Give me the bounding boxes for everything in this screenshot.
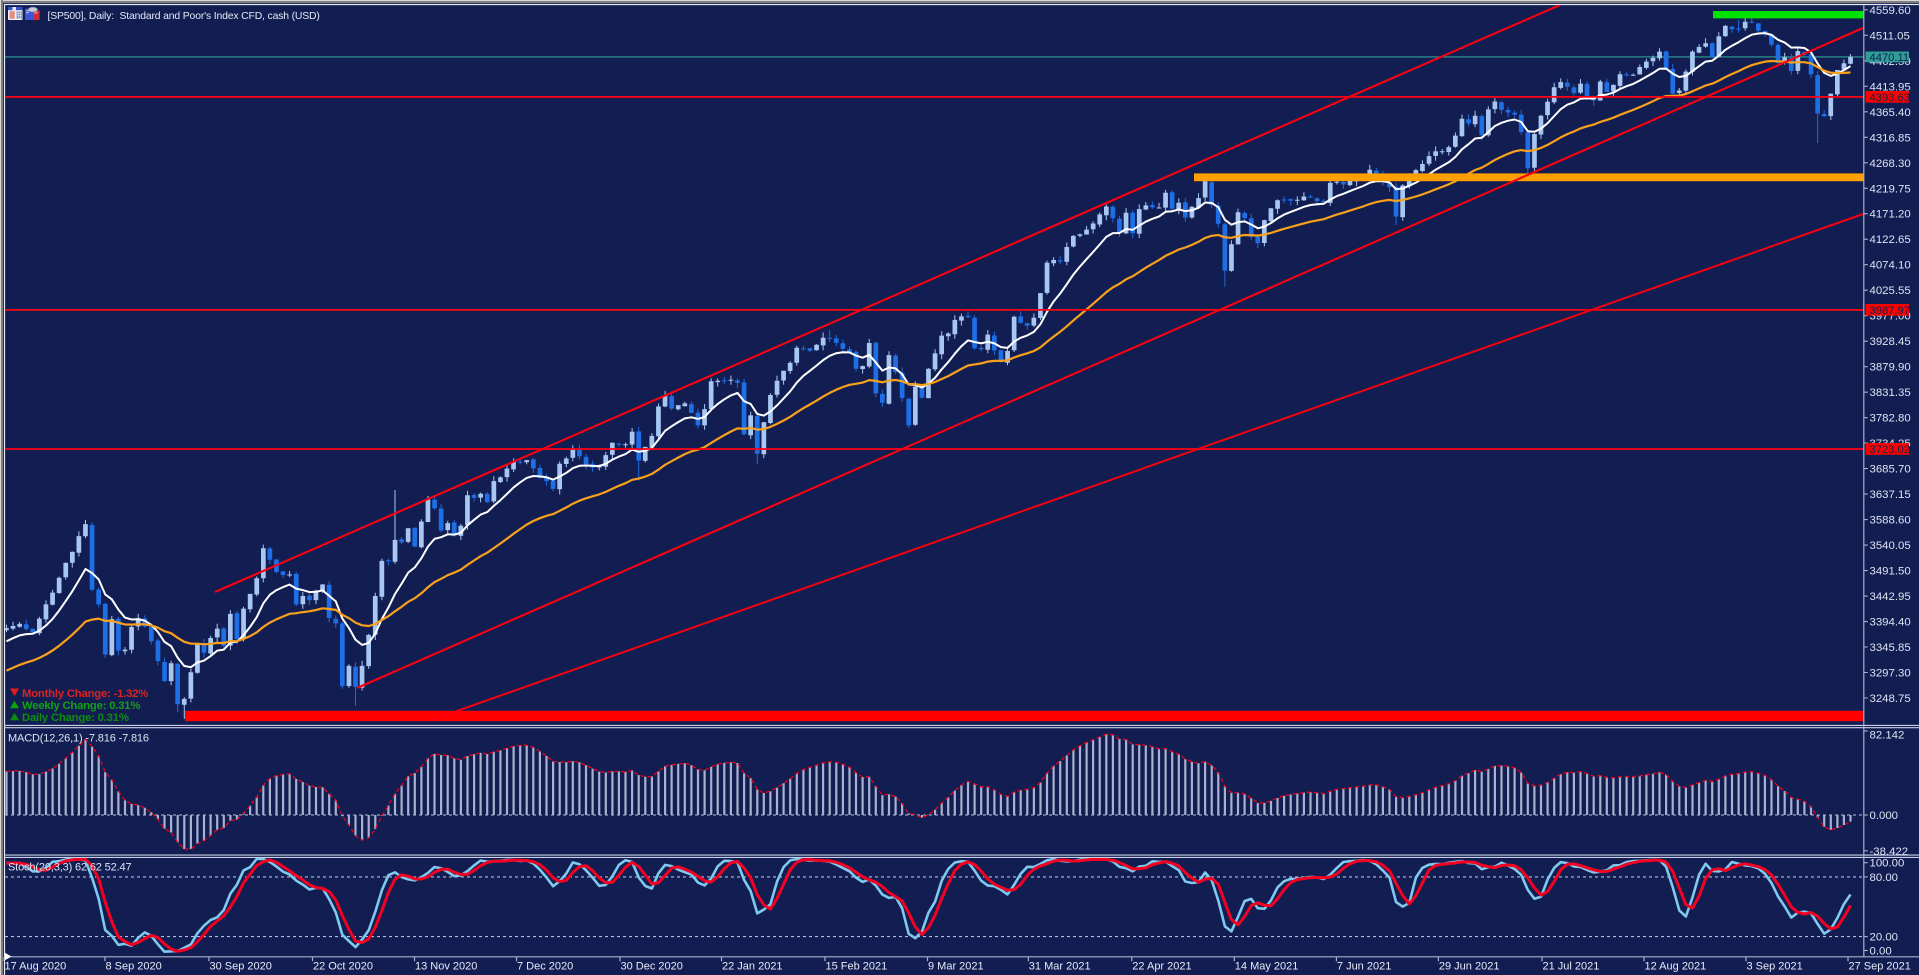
svg-text:4219.75: 4219.75: [1870, 183, 1911, 195]
svg-text:3248.75: 3248.75: [1870, 693, 1911, 705]
svg-text:4511.05: 4511.05: [1870, 30, 1910, 42]
svg-text:21 Jul 2021: 21 Jul 2021: [1543, 961, 1600, 973]
svg-text:3491.50: 3491.50: [1870, 566, 1911, 578]
svg-text:29 Jun 2021: 29 Jun 2021: [1439, 961, 1500, 973]
svg-text:100.00: 100.00: [1870, 858, 1905, 870]
svg-text:13 Nov 2020: 13 Nov 2020: [415, 961, 477, 973]
svg-text:0.00: 0.00: [1870, 946, 1892, 958]
svg-text:3879.90: 3879.90: [1870, 362, 1911, 374]
svg-text:4365.40: 4365.40: [1870, 107, 1911, 119]
svg-text:22 Jan 2021: 22 Jan 2021: [722, 961, 783, 973]
svg-text:17 Aug 2020: 17 Aug 2020: [5, 961, 67, 973]
svg-text:3 Sep 2021: 3 Sep 2021: [1747, 961, 1803, 973]
svg-text:Monthly Change: -1.32%: Monthly Change: -1.32%: [22, 688, 148, 700]
svg-text:4559.60: 4559.60: [1870, 5, 1911, 17]
svg-text:3588.60: 3588.60: [1870, 515, 1911, 527]
svg-text:3782.80: 3782.80: [1870, 413, 1911, 425]
svg-text:4025.55: 4025.55: [1870, 285, 1911, 297]
svg-text:Weekly Change: 0.31%: Weekly Change: 0.31%: [22, 700, 140, 712]
svg-text:4122.65: 4122.65: [1870, 234, 1911, 246]
svg-text:3540.05: 3540.05: [1870, 540, 1911, 552]
svg-text:4171.20: 4171.20: [1870, 209, 1911, 221]
svg-text:3987.97: 3987.97: [1870, 305, 1910, 317]
svg-text:31 Mar 2021: 31 Mar 2021: [1029, 961, 1091, 973]
svg-text:Stoch(20,3,3) 62.62 52.47: Stoch(20,3,3) 62.62 52.47: [8, 862, 131, 874]
svg-text:3637.15: 3637.15: [1870, 489, 1911, 501]
svg-text:3297.30: 3297.30: [1870, 668, 1911, 680]
svg-text:3723.02: 3723.02: [1870, 444, 1910, 456]
svg-text:3685.70: 3685.70: [1870, 464, 1911, 476]
svg-text:9 Mar 2021: 9 Mar 2021: [928, 961, 984, 973]
svg-text:4074.10: 4074.10: [1870, 260, 1911, 272]
svg-text:22 Oct 2020: 22 Oct 2020: [313, 961, 373, 973]
svg-text:82.142: 82.142: [1870, 730, 1905, 742]
svg-text:Daily Change: 0.31%: Daily Change: 0.31%: [22, 712, 129, 724]
svg-text:4470.11: 4470.11: [1870, 52, 1910, 64]
svg-text:4393.63: 4393.63: [1870, 92, 1910, 104]
svg-text:3442.95: 3442.95: [1870, 591, 1911, 603]
svg-text:20.00: 20.00: [1870, 932, 1899, 944]
svg-text:4316.85: 4316.85: [1870, 132, 1911, 144]
svg-text:27 Sep 2021: 27 Sep 2021: [1849, 961, 1911, 973]
svg-text:4268.30: 4268.30: [1870, 158, 1911, 170]
svg-text:14 May 2021: 14 May 2021: [1235, 961, 1299, 973]
svg-text:3394.40: 3394.40: [1870, 617, 1911, 629]
svg-text:-38.422: -38.422: [1870, 846, 1909, 858]
svg-text:30 Dec 2020: 30 Dec 2020: [621, 961, 683, 973]
svg-text:0.000: 0.000: [1870, 810, 1899, 822]
svg-text:7 Dec 2020: 7 Dec 2020: [517, 961, 573, 973]
svg-text:8 Sep 2020: 8 Sep 2020: [106, 961, 162, 973]
svg-text:MACD(12,26,1) -7.816 -7.816: MACD(12,26,1) -7.816 -7.816: [8, 733, 149, 745]
svg-text:[SP500], Daily: Standard and: [SP500], Daily: Standard and Poor's Inde…: [48, 11, 320, 22]
svg-text:3928.45: 3928.45: [1870, 336, 1911, 348]
svg-text:30 Sep 2020: 30 Sep 2020: [210, 961, 272, 973]
svg-text:3345.85: 3345.85: [1870, 642, 1911, 654]
svg-text:22 Apr 2021: 22 Apr 2021: [1132, 961, 1191, 973]
svg-text:80.00: 80.00: [1870, 872, 1899, 884]
svg-text:7 Jun 2021: 7 Jun 2021: [1337, 961, 1391, 973]
svg-text:15 Feb 2021: 15 Feb 2021: [826, 961, 888, 973]
svg-text:3831.35: 3831.35: [1870, 387, 1911, 399]
svg-text:12 Aug 2021: 12 Aug 2021: [1645, 961, 1707, 973]
svg-text:4413.95: 4413.95: [1870, 81, 1911, 93]
